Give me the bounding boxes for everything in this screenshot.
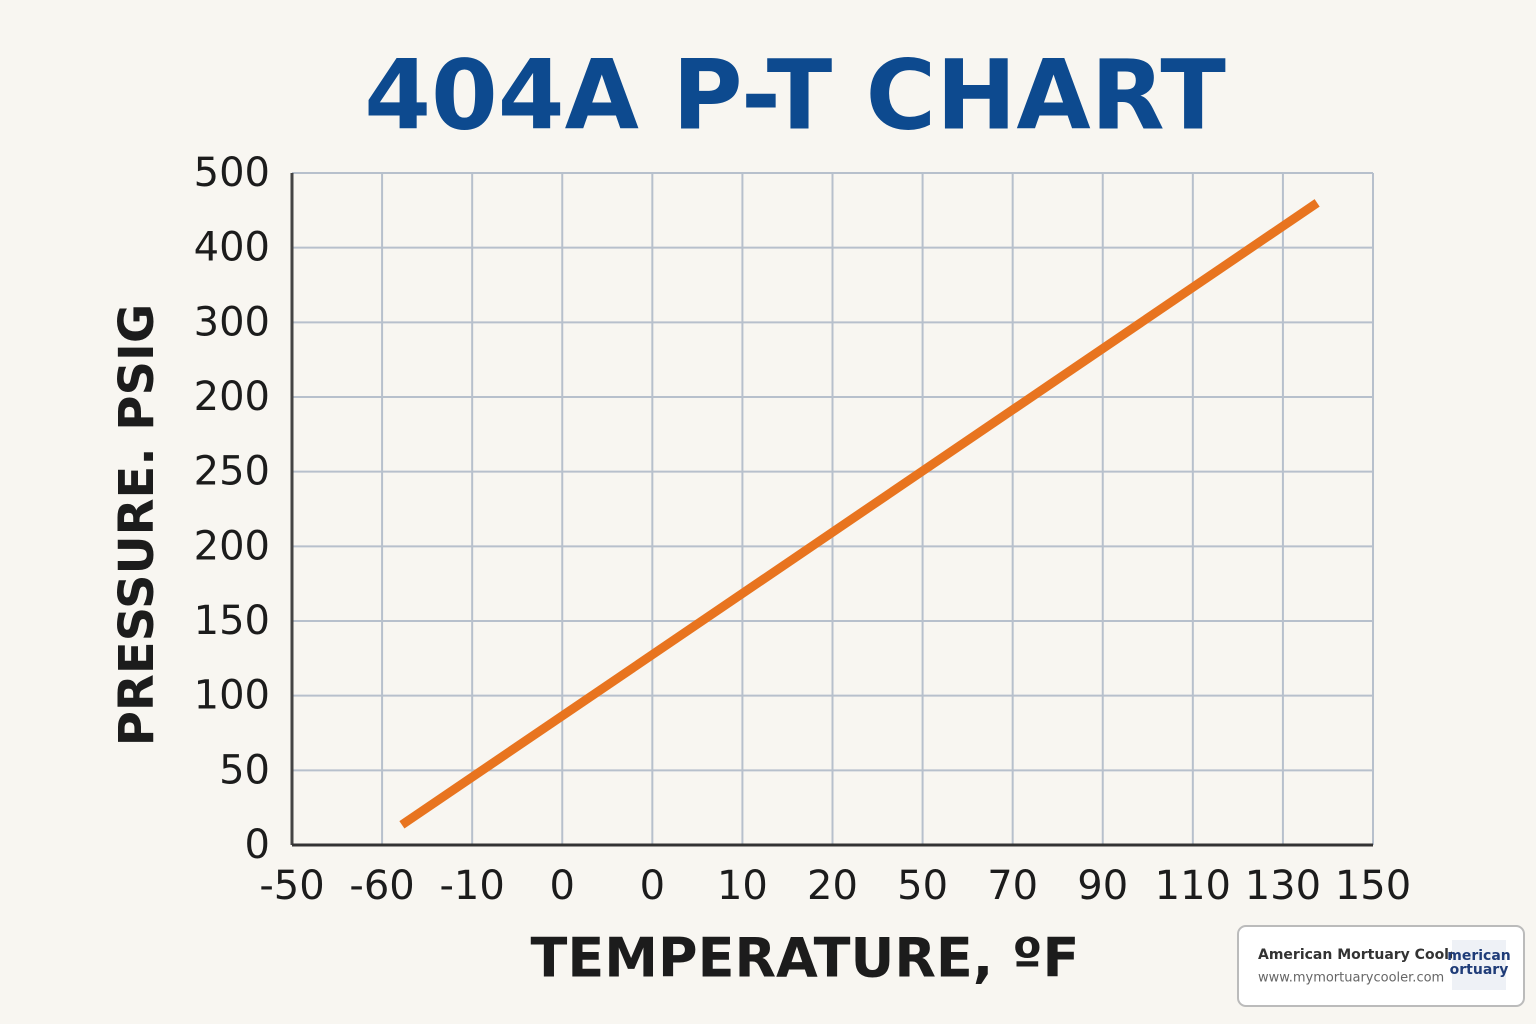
- y-tick-label: 250: [194, 449, 270, 495]
- x-axis-label: TEMPERATURE, ºF: [531, 927, 1080, 990]
- x-tick-label: 150: [1335, 863, 1411, 909]
- watermark: American Mortuary Coolers www.mymortuary…: [1237, 925, 1525, 1007]
- x-tick-label: 110: [1155, 863, 1231, 909]
- x-tick-label: 10: [717, 863, 768, 909]
- y-axis-label: PRESSURE. PSIG: [109, 304, 165, 747]
- logo-box: [1452, 940, 1506, 990]
- watermark-url: www.mymortuarycooler.com: [1258, 971, 1444, 986]
- logo-text: ortuary: [1450, 962, 1509, 978]
- y-tick-label: 0: [245, 822, 270, 868]
- y-tick-label: 300: [194, 299, 270, 345]
- x-tick-label: 20: [807, 863, 858, 909]
- data-line: [399, 199, 1320, 829]
- y-tick-label: 200: [194, 374, 270, 420]
- chart-title: 404A P-T CHART: [364, 39, 1226, 151]
- x-tick-label: 0: [640, 863, 665, 909]
- logo-text: merican: [1447, 948, 1511, 964]
- x-tick-label: 70: [987, 863, 1038, 909]
- y-tick-label: 50: [219, 747, 270, 793]
- y-tick-label: 150: [194, 598, 270, 644]
- x-tick-label: 50: [897, 863, 948, 909]
- x-tick-label: -60: [349, 863, 414, 909]
- y-tick-label: 500: [194, 150, 270, 196]
- x-tick-label: -50: [259, 863, 324, 909]
- x-tick-label: 90: [1077, 863, 1128, 909]
- y-tick-label: 100: [194, 673, 270, 719]
- x-tick-label: 0: [550, 863, 575, 909]
- y-tick-label: 400: [194, 225, 270, 271]
- x-tick-label: -10: [439, 863, 504, 909]
- y-tick-label: 200: [194, 523, 270, 569]
- x-tick-label: 130: [1245, 863, 1321, 909]
- watermark-name: American Mortuary Coolers: [1258, 947, 1474, 963]
